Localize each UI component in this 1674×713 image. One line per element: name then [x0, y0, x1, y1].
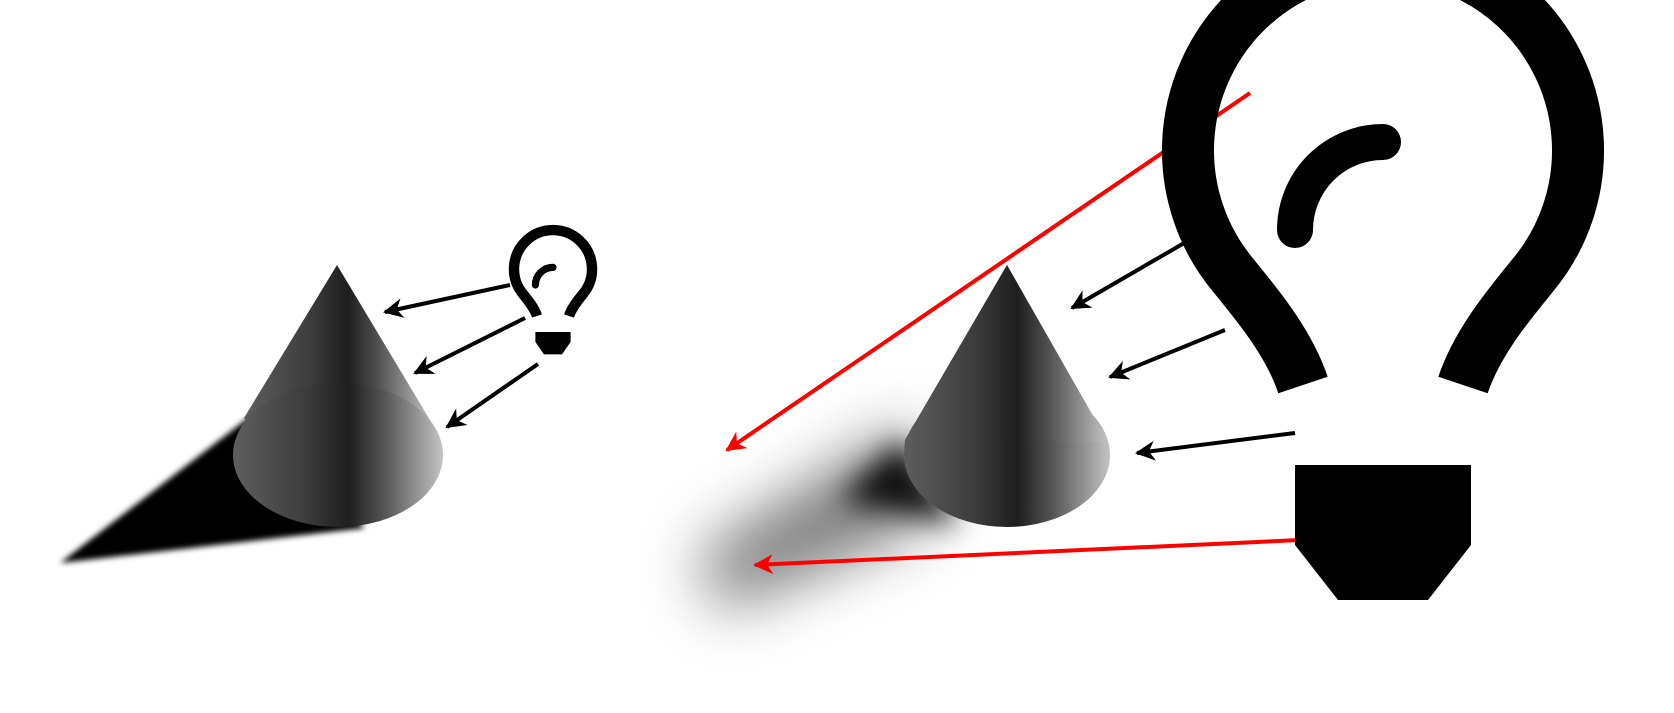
light-ray	[1135, 431, 1296, 461]
cone	[233, 265, 443, 527]
scene-small-light	[60, 224, 598, 563]
lightbulb-icon	[508, 224, 598, 355]
lightbulb-icon	[1162, 0, 1604, 600]
light-ray	[1108, 328, 1226, 380]
light-ray	[413, 316, 526, 375]
scene-large-light	[700, 0, 1604, 610]
hard-shadow	[60, 418, 365, 563]
light-ray	[383, 283, 511, 318]
light-ray	[445, 362, 540, 429]
light-rays	[383, 283, 540, 429]
cone	[904, 265, 1110, 527]
umbra-shadow	[840, 440, 960, 525]
highlighted-light-ray	[753, 538, 1301, 575]
light-ray	[1070, 233, 1200, 310]
